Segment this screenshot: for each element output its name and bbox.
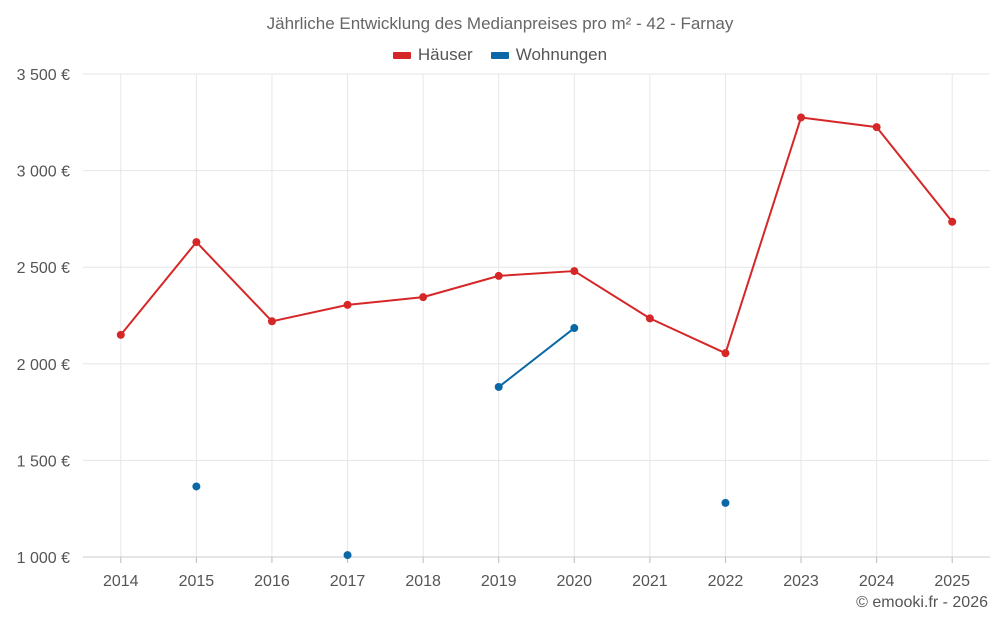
y-tick-label: 1 000 € <box>17 550 70 567</box>
data-point-houses <box>267 317 276 326</box>
data-point-houses <box>948 217 957 226</box>
legend-label-houses: Häuser <box>417 45 473 64</box>
data-point-apartments <box>343 551 352 560</box>
data-point-apartments <box>570 324 579 333</box>
series-line-houses <box>119 241 198 336</box>
data-point-houses <box>645 314 654 323</box>
x-tick-label: 2018 <box>405 573 441 590</box>
y-tick-label: 1 500 € <box>17 453 70 470</box>
x-tick-label: 2019 <box>481 573 517 590</box>
series-line-houses <box>800 116 878 129</box>
data-point-houses <box>419 293 428 302</box>
x-tick-label: 2015 <box>179 573 215 590</box>
series-line-apartments <box>497 327 576 388</box>
y-tick-label: 3 500 € <box>17 67 70 84</box>
series-line-houses <box>270 303 349 323</box>
data-point-apartments <box>721 498 730 507</box>
series-line-houses <box>497 270 576 277</box>
data-point-houses <box>192 238 201 247</box>
data-point-houses <box>872 123 881 132</box>
data-point-houses <box>721 349 730 358</box>
x-tick-label: 2014 <box>103 573 139 590</box>
y-tick-label: 2 000 € <box>17 357 70 374</box>
data-point-houses <box>494 271 503 280</box>
data-point-apartments <box>192 482 201 491</box>
x-tick-label: 2016 <box>254 573 290 590</box>
data-point-houses <box>343 300 352 309</box>
legend-swatch-apartments <box>490 51 509 59</box>
legend-item-apartments[interactable]: Wohnungen <box>490 45 608 65</box>
chart-title: Jährliche Entwicklung des Medianpreises … <box>266 14 734 33</box>
series-line-houses <box>346 296 425 306</box>
x-tick-label: 2022 <box>708 573 744 590</box>
legend-item-houses[interactable]: Häuser <box>392 45 473 65</box>
x-tick-label: 2017 <box>330 573 366 590</box>
series-line-houses <box>648 317 727 355</box>
copyright-text: © emooki.fr - 2026 <box>856 594 988 611</box>
series-line-houses <box>875 126 954 223</box>
x-tick-label: 2021 <box>632 573 668 590</box>
legend-label-apartments: Wohnungen <box>515 45 608 64</box>
y-tick-label: 3 000 € <box>17 164 70 181</box>
series-line-houses <box>422 274 500 299</box>
x-tick-label: 2020 <box>556 573 592 590</box>
data-point-houses <box>116 330 125 339</box>
y-tick-label: 2 500 € <box>17 260 70 277</box>
data-point-houses <box>797 113 806 122</box>
x-tick-label: 2024 <box>859 573 895 590</box>
legend: Häuser Wohnungen <box>0 45 1000 65</box>
series-line-houses <box>573 270 651 320</box>
series-line-houses <box>195 241 273 323</box>
series-line-houses <box>724 116 803 355</box>
legend-swatch-houses <box>392 51 411 59</box>
data-point-houses <box>570 267 579 276</box>
data-point-apartments <box>494 382 503 391</box>
x-tick-label: 2023 <box>783 573 819 590</box>
x-tick-label: 2025 <box>934 573 970 590</box>
